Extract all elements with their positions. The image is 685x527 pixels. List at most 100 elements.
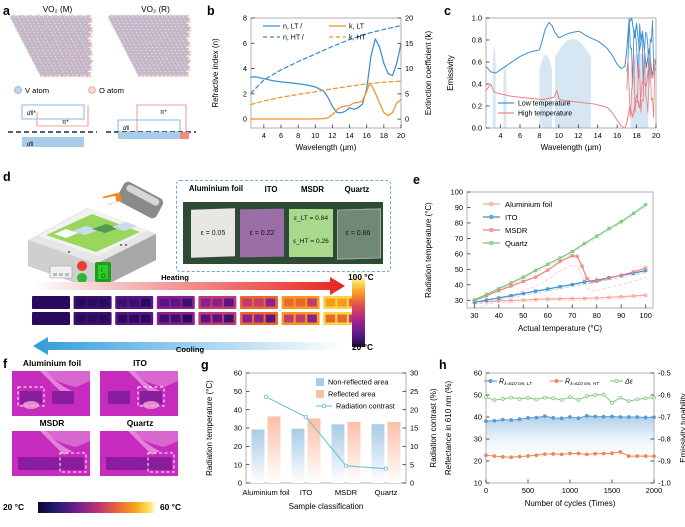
svg-text:12: 12 <box>574 131 582 140</box>
band-label-d-right: d‖ <box>123 125 129 132</box>
svg-text:Radiation contrast (%): Radiation contrast (%) <box>429 388 438 467</box>
svg-text:Radiation temperature (°C): Radiation temperature (°C) <box>424 202 433 298</box>
sample-label-msdr: MSDR <box>301 185 324 194</box>
svg-text:60: 60 <box>234 369 242 378</box>
svg-text:k, LT: k, LT <box>349 24 365 31</box>
svg-text:0: 0 <box>405 115 409 124</box>
panel-c-chart: 4 6 8 10 12 14 16 18 20 0.0 0.2 0.4 0.6 0.8 1.0 Wavelen… <box>446 14 660 152</box>
svg-text:Quartz: Quartz <box>375 488 398 497</box>
svg-text:Quartz: Quartz <box>505 239 528 248</box>
panel-b: b 4 6 8 10 12 14 16 18 20 0 2 4 6 8 0 5 10 15 20 Wavelength… <box>205 0 442 170</box>
svg-text:MSDR: MSDR <box>505 226 528 235</box>
band-diagram-m: d‖* π* d‖ <box>8 104 97 148</box>
svg-text:20: 20 <box>405 14 413 23</box>
emissivity-quartz: ε = 0.86 <box>345 229 371 237</box>
svg-text:5: 5 <box>405 89 409 98</box>
svg-text:8: 8 <box>243 14 247 23</box>
svg-text:Radiation temperature (°C): Radiation temperature (°C) <box>205 380 214 476</box>
svg-text:100: 100 <box>451 188 463 197</box>
svg-text:15: 15 <box>410 424 418 433</box>
thermal-images-grid <box>12 371 178 476</box>
svg-text:4: 4 <box>243 64 247 73</box>
panel-f-title-0: Aluminium foil <box>22 358 82 368</box>
svg-text:n, HT /: n, HT / <box>283 35 304 42</box>
panel-e: e 30 40 50 60 70 80 90 100 30 40 50 60 70 80 90 100 Actu… <box>405 168 685 356</box>
svg-text:0: 0 <box>243 115 247 124</box>
panel-f: f Aluminium foil ITO MSDR Quartz 20 °C 6… <box>0 355 198 527</box>
svg-text:90: 90 <box>617 311 625 320</box>
svg-text:50: 50 <box>234 387 242 396</box>
panel-c: c 4 6 8 10 12 14 16 18 20 0.0 0.2 0.4 0.6 0.8 1.0 Wavel… <box>442 0 685 170</box>
svg-text:18: 18 <box>632 131 640 140</box>
v-atom-label: V atom <box>25 86 49 95</box>
svg-text:Radiation contrast: Radiation contrast <box>336 402 395 411</box>
panel-d-colorbar <box>352 277 365 347</box>
svg-text:n, LT /: n, LT / <box>283 24 302 31</box>
svg-text:Reflectance in 610 nm (%): Reflectance in 610 nm (%) <box>444 381 453 476</box>
o-atom-label: O atom <box>99 86 124 95</box>
svg-text:O: O <box>101 274 106 280</box>
svg-text:40: 40 <box>474 413 482 422</box>
svg-text:40: 40 <box>495 311 503 320</box>
svg-text:Non-reflected area: Non-reflected area <box>328 378 389 387</box>
svg-text:Wavelength (μm): Wavelength (μm) <box>541 143 602 152</box>
green-indicator-icon <box>77 273 87 283</box>
svg-text:0: 0 <box>410 479 414 488</box>
svg-text:-0.8: -0.8 <box>658 435 671 444</box>
panel-d-label: d <box>3 170 11 184</box>
panel-a-graphic: V atom O atom d‖* π* d‖ d‖ π* <box>8 14 196 148</box>
panel-e-label: e <box>413 173 420 187</box>
svg-text:10: 10 <box>474 479 482 488</box>
svg-text:8: 8 <box>296 131 300 140</box>
sample-photo: ε = 0.05 ε = 0.22 ε_LT = 0.84 ε_HT = 0.2… <box>183 202 383 264</box>
svg-text:Actual temperature (°C): Actual temperature (°C) <box>518 324 602 333</box>
panel-b-label: b <box>207 4 215 18</box>
colorbar-bottom-label: 20 °C <box>352 342 374 352</box>
panel-g-chart: 0 10 20 30 40 50 60 0 5 10 15 20 25 30 Aluminium foil I… <box>205 369 438 511</box>
svg-text:20: 20 <box>397 131 405 140</box>
svg-text:6: 6 <box>279 131 283 140</box>
sample-label-aluminium: Aluminium foil <box>188 184 244 193</box>
panel-a-title-left: VO₂ (M) <box>42 5 73 14</box>
svg-text:30: 30 <box>470 311 478 320</box>
svg-text:25: 25 <box>410 387 418 396</box>
svg-text:Emissivity: Emissivity <box>446 55 455 91</box>
vo2-m-lattice <box>10 14 94 78</box>
svg-text:18: 18 <box>380 131 388 140</box>
svg-text:60: 60 <box>544 311 552 320</box>
panel-f-title-1: ITO <box>133 358 147 368</box>
svg-text:50: 50 <box>519 311 527 320</box>
ir-camera-icon <box>101 181 164 219</box>
svg-text:20: 20 <box>652 131 660 140</box>
svg-text:20: 20 <box>474 457 482 466</box>
svg-text:20: 20 <box>234 442 242 451</box>
svg-text:20: 20 <box>410 405 418 414</box>
svg-text:I: I <box>101 268 103 274</box>
svg-text:ITO: ITO <box>505 213 518 222</box>
band-label-pi-star-right: π* <box>160 109 167 116</box>
svg-text:8: 8 <box>537 131 541 140</box>
svg-text:Refractive index (n): Refractive index (n) <box>211 38 220 108</box>
emissivity-ito: ε = 0.22 <box>249 229 275 237</box>
svg-text:30: 30 <box>474 435 482 444</box>
svg-text:MSDR: MSDR <box>335 488 358 497</box>
svg-text:10: 10 <box>555 131 563 140</box>
panel-f-colorbar-left: 20 °C <box>3 502 25 512</box>
o-atom-icon <box>88 86 96 94</box>
svg-text:-0.6: -0.6 <box>658 391 671 400</box>
svg-text:0: 0 <box>484 486 488 495</box>
emissivity-msdr-ht: ε_HT = 0.26 <box>293 238 329 245</box>
svg-text:Rλ=610 nm, LT: Rλ=610 nm, LT <box>499 379 533 387</box>
svg-text:1000: 1000 <box>562 486 578 495</box>
band-diagram-r: d‖ π* <box>106 104 196 139</box>
sample-label-ito: ITO <box>264 185 278 194</box>
svg-text:4: 4 <box>499 131 503 140</box>
svg-text:500: 500 <box>522 486 534 495</box>
panel-g-label: g <box>201 358 209 372</box>
hotplate-illustration: IO <box>28 181 164 290</box>
emissivity-msdr-lt: ε_LT = 0.84 <box>293 215 329 222</box>
panel-f-label: f <box>3 357 8 371</box>
svg-text:10: 10 <box>405 64 413 73</box>
sample-label-quartz: Quartz <box>344 185 370 194</box>
svg-text:-0.9: -0.9 <box>658 457 671 466</box>
